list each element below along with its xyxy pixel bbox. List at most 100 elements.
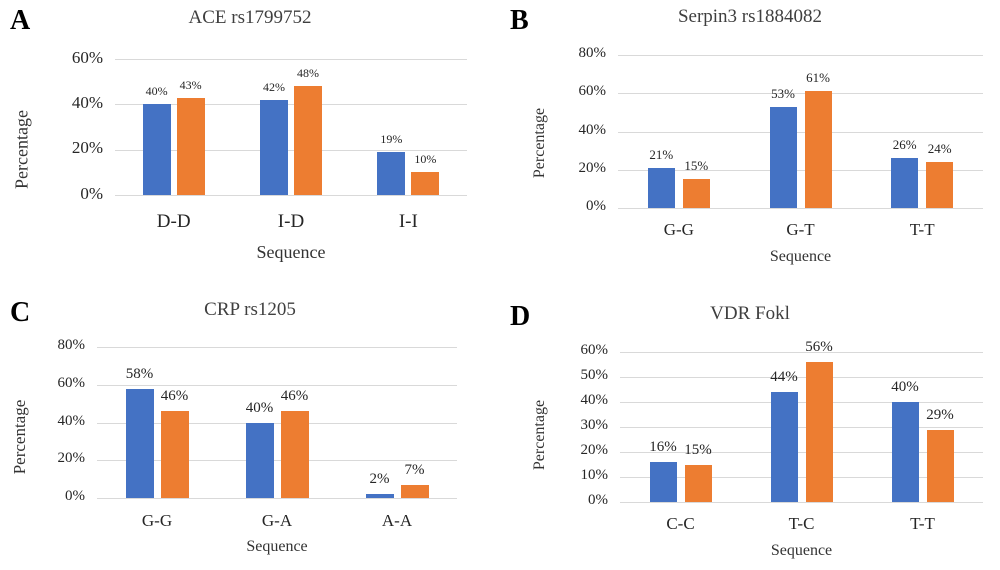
- x-category-label: C-C: [666, 514, 695, 533]
- x-category-label: A-A: [381, 511, 413, 530]
- y-tick-label: 60%: [578, 83, 607, 100]
- bar-series-orange: [280, 411, 309, 498]
- bar-value-label: 15%: [684, 158, 709, 174]
- y-tick-label: 0%: [586, 198, 606, 215]
- gridline: [620, 477, 983, 478]
- bar-series-orange: [805, 362, 833, 502]
- bar-series-blue: [647, 167, 675, 208]
- y-tick-label: 20%: [71, 138, 103, 158]
- bar-value-label: 26%: [892, 137, 917, 153]
- gridline: [620, 452, 983, 453]
- bar-value-label: 10%: [414, 152, 437, 167]
- y-tick-label: 60%: [57, 374, 86, 391]
- x-axis-label: Sequence: [256, 242, 326, 262]
- gridline: [115, 195, 467, 196]
- y-tick-label: 80%: [578, 45, 607, 62]
- bar-series-orange: [294, 86, 322, 195]
- y-tick-label: 40%: [580, 392, 609, 409]
- bar-value-label: 24%: [927, 141, 952, 157]
- bar-series-orange: [926, 162, 954, 208]
- bar-value-label: 48%: [297, 66, 319, 81]
- bar-value-label: 15%: [684, 441, 712, 458]
- y-tick-label: 20%: [580, 442, 609, 459]
- bar-series-blue: [770, 392, 798, 502]
- bar-series-orange: [926, 429, 954, 502]
- gridline: [97, 460, 457, 462]
- bar-series-blue: [260, 99, 288, 195]
- x-axis-label: Sequence: [770, 542, 833, 559]
- y-tick-label: 80%: [57, 337, 86, 354]
- bar-series-blue: [125, 388, 154, 498]
- x-category-label: T-T: [910, 514, 935, 533]
- gridline: [115, 104, 467, 106]
- gridline: [618, 93, 983, 95]
- gridline: [620, 352, 983, 353]
- bar-series-orange: [411, 172, 440, 195]
- gridline: [620, 427, 983, 428]
- bar-value-label: 44%: [770, 369, 798, 385]
- bar-value-label: 19%: [380, 131, 403, 146]
- bar-series-blue: [891, 402, 919, 502]
- y-axis-label: Percentage: [11, 110, 32, 189]
- x-category-label: T-C: [788, 514, 815, 533]
- gridline: [618, 208, 983, 209]
- bar-value-label: 43%: [179, 77, 202, 92]
- bar-value-label: 29%: [926, 406, 954, 423]
- bar-value-label: 53%: [771, 85, 795, 101]
- bar-series-blue: [649, 462, 677, 502]
- bar-series-blue: [769, 106, 797, 208]
- gridline: [620, 502, 983, 503]
- bar-value-label: 46%: [160, 388, 189, 405]
- gridline: [97, 422, 457, 424]
- y-tick-label: 50%: [580, 367, 609, 384]
- chart-title: VDR Fokl: [710, 303, 790, 324]
- chart-panel-b: B Serpin3 rs1884082 Percentage 80% 60% 40% 20%…: [500, 0, 1000, 285]
- y-tick-label: 40%: [578, 121, 607, 138]
- bar-value-label: 40%: [145, 84, 168, 99]
- x-axis-label: Sequence: [246, 538, 308, 555]
- bar-value-label: 42%: [263, 79, 285, 94]
- bar-value-label: 2%: [369, 471, 390, 488]
- y-tick-label: 20%: [578, 159, 607, 176]
- gridline: [115, 59, 467, 60]
- y-tick-label: 20%: [57, 450, 86, 467]
- gridline: [620, 377, 983, 378]
- gridline: [618, 169, 983, 171]
- y-tick-label: 60%: [580, 342, 609, 359]
- chart-title: CRP rs1205: [204, 299, 296, 320]
- x-category-label: G-A: [261, 511, 293, 530]
- y-tick-label: 10%: [580, 467, 609, 484]
- x-category-label: I-D: [277, 211, 305, 232]
- y-tick-label: 0%: [80, 183, 103, 203]
- bar-value-label: 21%: [649, 146, 674, 162]
- bar-series-blue: [142, 104, 171, 195]
- x-category-label: D-D: [156, 211, 191, 232]
- bar-series-orange: [682, 179, 710, 208]
- gridline: [618, 55, 983, 56]
- panel-letter: A: [10, 5, 31, 36]
- bar-series-orange: [684, 464, 712, 502]
- bar-value-label: 61%: [806, 70, 830, 86]
- panel-letter: B: [510, 5, 529, 36]
- bar-series-blue: [365, 494, 394, 498]
- gridline: [97, 347, 457, 348]
- bar-value-label: 46%: [280, 388, 309, 405]
- x-category-label: G-G: [141, 511, 173, 530]
- bar-series-orange: [400, 484, 429, 498]
- bar-series-orange: [160, 411, 189, 498]
- y-tick-label: 0%: [65, 488, 85, 505]
- x-axis-label: Sequence: [769, 248, 832, 265]
- y-tick-label: 40%: [57, 412, 86, 429]
- gridline: [97, 498, 457, 499]
- bar-series-blue: [245, 422, 274, 498]
- gridline: [97, 384, 457, 386]
- chart-panel-a: A ACE rs1799752 Percentage 60% 40% 20% 0% D-D 40…: [0, 0, 500, 285]
- y-tick-label: 0%: [588, 492, 608, 509]
- bar-series-blue: [377, 151, 406, 195]
- panel-letter: D: [510, 301, 531, 332]
- gridline: [620, 402, 983, 403]
- chart-title: ACE rs1799752: [188, 7, 312, 28]
- bar-value-label: 40%: [891, 379, 919, 395]
- y-tick-label: 60%: [71, 47, 103, 67]
